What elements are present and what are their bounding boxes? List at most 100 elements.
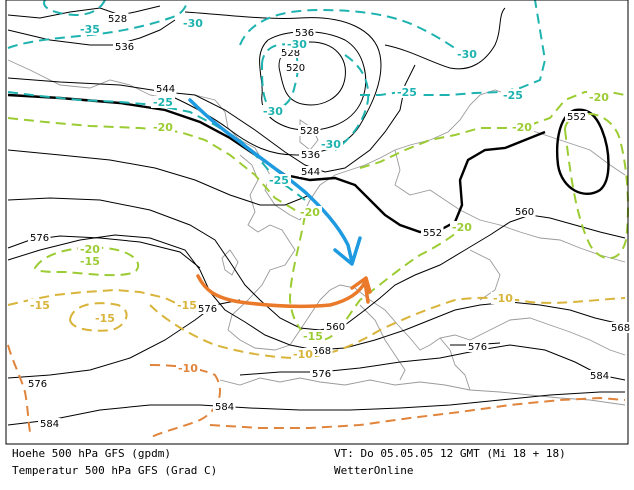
temp-label-bg — [450, 221, 474, 233]
temperature-label: -15 — [303, 330, 323, 343]
geopotential-label: 584 — [215, 402, 234, 413]
geo-label-bg — [324, 321, 347, 332]
temperature-label: -20 — [452, 221, 472, 234]
geopotential-label: 552 — [423, 228, 442, 239]
temperature-label: -15 — [95, 312, 115, 325]
geopotential-label: 560 — [515, 207, 534, 218]
temp-label-bg — [301, 330, 325, 342]
temperature-label: -20 — [589, 91, 609, 104]
legend-height: Hoehe 500 hPa GFS (gpdm) — [12, 447, 171, 460]
geo-label-bg — [28, 232, 51, 243]
geopotential-label: 560 — [326, 322, 345, 333]
contour-528-closed — [259, 31, 367, 131]
geopotential-label: 552 — [567, 112, 586, 123]
temp-label-bg — [285, 38, 309, 50]
geopotential-labels: 528 536 536 528 520 528 536 544 544 552 552 560 560 5… — [26, 13, 632, 430]
geo-label-bg — [196, 303, 219, 314]
geo-label-bg — [279, 47, 302, 58]
geo-label-bg — [154, 83, 177, 94]
geopotential-label: 536 — [301, 150, 320, 161]
isotherm-30-east — [334, 54, 370, 151]
geo-label-bg — [513, 206, 536, 217]
isotherm-10-west — [7, 344, 31, 433]
isotherm-30-north — [7, 0, 189, 49]
legend-temperature: Temperatur 500 hPa GFS (Grad C) — [12, 464, 218, 477]
temp-label-bg — [587, 91, 611, 103]
contour-544-b — [7, 149, 311, 206]
geopotential-label: 584 — [40, 419, 59, 430]
temperature-label: -20 — [300, 206, 320, 219]
geopotential-label: 544 — [156, 84, 175, 95]
temp-label-bg — [261, 105, 285, 117]
geopotential-label: 568 — [611, 323, 630, 334]
temp-label-bg — [78, 23, 102, 35]
geo-label-bg — [310, 368, 333, 379]
geo-label-bg — [293, 27, 316, 38]
temp-label-bg — [510, 121, 534, 133]
temperature-label: -30 — [263, 105, 283, 118]
temperature-label: -15 — [80, 255, 100, 268]
map-frame — [5, 0, 629, 445]
temp-label-bg — [78, 243, 102, 255]
temp-label-bg — [267, 174, 291, 186]
contour-584-a — [7, 391, 625, 426]
geopotential-label: 536 — [115, 42, 134, 53]
geo-label-bg — [113, 41, 136, 52]
geopotential-label: 528 — [300, 126, 319, 137]
geopotential-label: 576 — [28, 379, 47, 390]
contour-536-ring — [174, 11, 382, 156]
geo-label-bg — [213, 401, 236, 412]
isotherm-10-bottom — [209, 396, 626, 429]
geopotential-label: 528 — [108, 14, 127, 25]
temperature-label: -30 — [321, 138, 341, 151]
geopotential-label: 576 — [198, 304, 217, 315]
temp-label-bg — [151, 96, 175, 108]
temperature-label: -20 — [512, 121, 532, 134]
geopotential-label: 520 — [286, 63, 305, 74]
temp-label-bg — [291, 348, 315, 360]
orange-flow-arrow — [196, 274, 372, 309]
isotherm-20-east — [359, 91, 626, 169]
geopotential-label: 536 — [295, 28, 314, 39]
temp-label-bg — [395, 86, 419, 98]
temperature-label: -30 — [287, 38, 307, 51]
temperature-labels: -35 -30-30-30-30-30-25-25 -25-25-20 -20-20-… — [28, 17, 611, 375]
geopotential-label: 584 — [590, 371, 609, 382]
blue-flow-arrow — [188, 98, 362, 266]
temp-label-bg — [319, 138, 343, 150]
geopotential-label: 576 — [312, 369, 331, 380]
temp-label-bg — [491, 292, 515, 304]
isotherm-15-center — [149, 296, 626, 360]
source-label: WetterOnline — [334, 464, 414, 477]
temperature-label: -25 — [153, 96, 173, 109]
temperature-label: -15 — [177, 299, 197, 312]
temperature-label: -10 — [293, 348, 313, 361]
temperature-label: -20 — [153, 121, 173, 134]
contour-544-a — [7, 64, 416, 173]
temp-label-bg — [455, 48, 479, 60]
geo-label-bg — [565, 111, 588, 122]
temperature-label: -10 — [493, 292, 513, 305]
isotherm-30-arc — [239, 8, 471, 61]
temperature-label: -25 — [503, 89, 523, 102]
temp-label-bg — [298, 206, 322, 218]
temperature-label: -25 — [269, 174, 289, 187]
temp-label-bg — [28, 299, 52, 311]
geopotential-label: 528 — [281, 48, 300, 59]
contour-528-north — [7, 5, 161, 19]
geo-label-bg — [284, 62, 307, 73]
temp-label-bg — [176, 362, 200, 374]
temp-label-bg — [181, 17, 205, 29]
temp-label-bg — [175, 299, 199, 311]
geo-label-bg — [298, 125, 321, 136]
geo-label-bg — [299, 149, 322, 160]
geo-label-bg — [310, 345, 333, 356]
temp-label-bg — [151, 121, 175, 133]
geo-label-bg — [38, 418, 61, 429]
temperature-label: -20 — [80, 243, 100, 256]
temperature-label: -30 — [183, 17, 203, 30]
geo-label-bg — [588, 370, 611, 381]
contour-536-east — [384, 7, 506, 70]
geo-label-bg — [609, 322, 632, 333]
isotherm-20-north — [7, 117, 311, 213]
